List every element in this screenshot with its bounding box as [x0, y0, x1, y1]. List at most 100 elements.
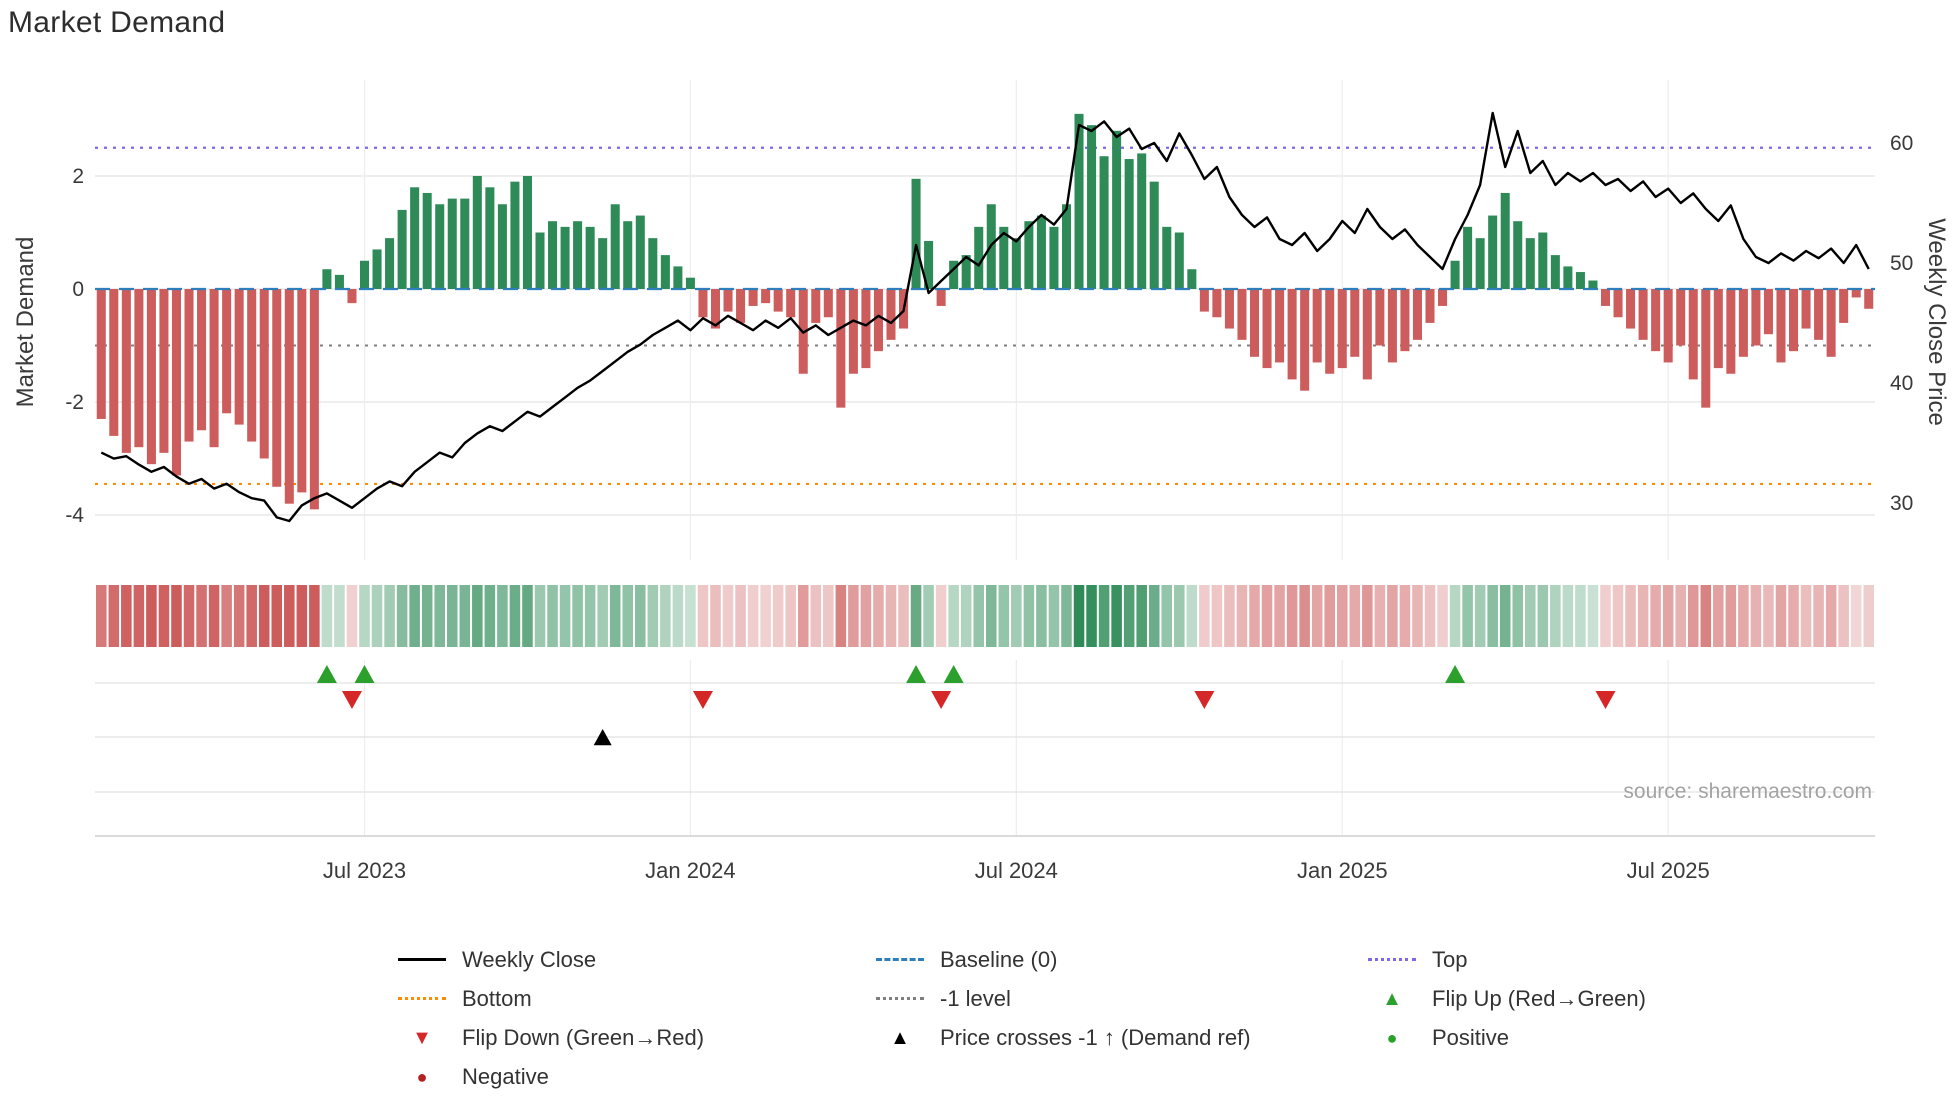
heatmap-cell	[1148, 585, 1160, 647]
demand-bar	[410, 187, 420, 289]
heatmap-cell	[1487, 585, 1498, 647]
demand-bar	[623, 221, 633, 289]
demand-bar	[435, 204, 445, 289]
heatmap-cell	[1700, 585, 1712, 647]
legend-label: -1 level	[940, 985, 1011, 1011]
heatmap-cell	[923, 585, 934, 647]
demand-bar	[297, 289, 307, 493]
heatmap-cell	[1286, 585, 1298, 647]
demand-bar	[710, 289, 721, 329]
heatmap-cell	[459, 585, 471, 647]
demand-bar	[1763, 289, 1773, 335]
heatmap-cell	[835, 585, 847, 647]
heatmap-cell	[196, 585, 207, 647]
left-tick-label: -4	[65, 504, 84, 527]
price-cross-triangle-icon: ▲	[890, 1026, 910, 1049]
heatmap-cell	[1161, 585, 1173, 647]
heatmap-cell	[747, 585, 759, 647]
demand-bar	[522, 176, 532, 289]
heatmap-cell	[246, 585, 257, 647]
demand-bar	[1275, 289, 1285, 363]
heatmap-cell	[522, 585, 533, 647]
positive-dot-icon: ●	[1386, 1027, 1398, 1048]
chart-legend: Weekly Close Baseline (0) Top Bottom -1 …	[398, 940, 1808, 1096]
heatmap-cell	[1600, 585, 1611, 647]
demand-bar	[924, 240, 934, 289]
demand-bar	[1224, 289, 1234, 329]
heatmap-cell	[1174, 585, 1185, 647]
left-tick-label: -2	[65, 391, 84, 414]
demand-bar	[1851, 289, 1861, 298]
right-tick-label: 60	[1890, 132, 1913, 155]
legend-label: Negative	[462, 1063, 549, 1089]
demand-bar	[974, 226, 984, 289]
demand-bar	[610, 204, 620, 289]
demand-bar	[485, 187, 495, 289]
heatmap-cell	[973, 585, 984, 647]
heatmap-cell	[271, 585, 283, 647]
flip-down-marker	[1194, 691, 1215, 709]
flip-down-triangle-icon: ▼	[412, 1026, 432, 1049]
demand-bar	[1337, 289, 1347, 369]
demand-bar	[510, 181, 520, 289]
heatmap-cell	[208, 585, 220, 647]
demand-bar	[1726, 289, 1736, 374]
heatmap-cell	[898, 585, 909, 647]
demand-bar	[848, 289, 858, 374]
heatmap-cell	[1336, 585, 1348, 647]
heatmap-cell	[1863, 585, 1874, 647]
demand-bar	[886, 289, 896, 340]
heatmap-cell	[1098, 585, 1110, 647]
demand-bar	[1475, 238, 1485, 289]
x-tick-label: Jul 2025	[1627, 858, 1710, 883]
heatmap-cell	[660, 585, 671, 647]
bottom-dotted-icon	[398, 997, 446, 1000]
demand-bar	[1538, 232, 1548, 289]
heatmap-cell	[1800, 585, 1812, 647]
demand-bar	[1061, 204, 1071, 289]
demand-bar	[585, 226, 595, 289]
left-axis-label: Market Demand	[12, 236, 39, 408]
heatmap-cell	[810, 585, 822, 647]
minus-one-dotted-icon	[876, 997, 924, 1000]
heatmap-cell	[1311, 585, 1323, 647]
flip-up-marker	[943, 665, 964, 683]
heatmap-cell	[1838, 585, 1849, 647]
baseline-dash-icon	[876, 958, 924, 961]
demand-bar	[497, 204, 507, 289]
demand-bar	[1112, 130, 1122, 289]
heatmap-cell	[1399, 585, 1411, 647]
heatmap-cell	[1775, 585, 1787, 647]
demand-bar	[96, 289, 106, 419]
right-tick-label: 30	[1890, 492, 1913, 515]
demand-bar	[1701, 289, 1711, 408]
demand-bar	[1187, 269, 1197, 289]
heatmap-cell	[1123, 585, 1135, 647]
heatmap-cell	[1324, 585, 1335, 647]
top-dotted-icon	[1368, 958, 1416, 961]
right-axis-label: Weekly Close Price	[1923, 218, 1950, 426]
demand-bar	[1300, 289, 1310, 391]
demand-bar	[1425, 289, 1435, 323]
demand-bar	[1087, 125, 1097, 290]
heatmap-cell	[635, 585, 646, 647]
heatmap-cell	[1073, 585, 1085, 647]
heatmap-cell	[121, 585, 132, 647]
demand-bar	[786, 289, 796, 318]
heatmap-cell	[484, 585, 496, 647]
heatmap-cell	[885, 585, 897, 647]
demand-bar	[109, 289, 119, 436]
demand-bar	[1024, 221, 1034, 289]
legend-label: Top	[1432, 946, 1468, 972]
heatmap-cell	[1512, 585, 1524, 647]
heatmap-cell	[1349, 585, 1361, 647]
heatmap-cell	[1061, 585, 1072, 647]
demand-bar	[1676, 289, 1686, 346]
heatmap-cell	[848, 585, 859, 647]
heatmap-cell	[1086, 585, 1097, 647]
heatmap-cell	[710, 585, 721, 647]
demand-bar	[234, 289, 244, 425]
heatmap-cell	[334, 585, 345, 647]
demand-bar	[1387, 289, 1397, 363]
heatmap-cell	[1011, 585, 1022, 647]
